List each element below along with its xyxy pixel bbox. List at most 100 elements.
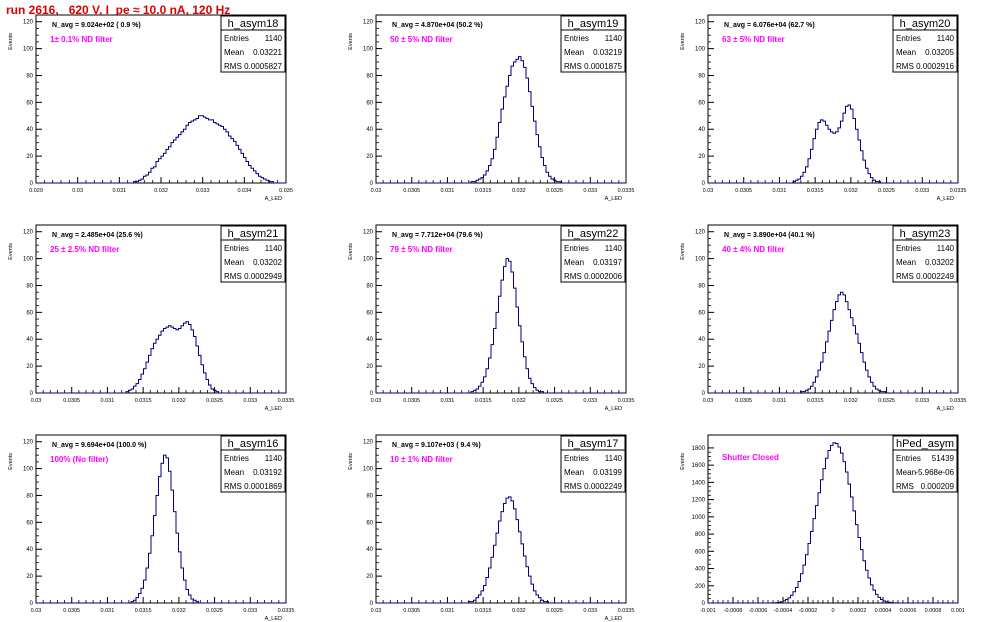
y-tick-label: 80 xyxy=(366,493,373,499)
y-tick-label: 1400 xyxy=(692,480,706,486)
x-tick-label: 0.0325 xyxy=(546,608,563,614)
y-tick-label: 0 xyxy=(702,391,706,397)
filter-note: 63 ± 5% ND filter xyxy=(722,35,785,44)
y-tick-label: 0 xyxy=(370,181,374,187)
y-axis-title: Events xyxy=(8,243,14,260)
y-tick-label: 120 xyxy=(695,20,706,26)
histogram-panel-hPed_asym: 0 200 400 600 800 1000 1200 1400 1600 1800 -0.001 -… xyxy=(680,434,965,614)
stats-rms-label: RMS xyxy=(224,482,242,491)
stats-rms-label: RMS xyxy=(564,62,582,71)
x-tick-label: 0.03 xyxy=(371,608,382,614)
y-tick-label: 100 xyxy=(23,257,34,263)
x-tick-label: 0.0004 xyxy=(875,608,892,614)
stats-rms-value: 0.0002006 xyxy=(584,272,622,281)
x-axis-title: A_LED xyxy=(937,196,954,202)
y-tick-label: 60 xyxy=(366,310,373,316)
x-tick-label: 0.033 xyxy=(583,398,597,404)
stats-box xyxy=(892,435,958,493)
stats-rms-value: 0.0005827 xyxy=(244,62,282,71)
x-tick-label: -0.0002 xyxy=(799,608,818,614)
x-tick-label: 0.032 xyxy=(512,188,526,194)
x-tick-label: 0.0325 xyxy=(878,398,895,404)
stats-mean-label: Mean xyxy=(224,468,244,477)
stats-box xyxy=(220,225,286,283)
x-tick-label: 0.032 xyxy=(512,608,526,614)
y-axis-title: Events xyxy=(8,33,14,50)
x-tick-label: 0.033 xyxy=(915,398,929,404)
y-tick-label: 20 xyxy=(366,154,373,160)
navg-label: N_avg = 9.694e+04 (100.0 %) xyxy=(52,442,147,449)
stats-box xyxy=(220,435,286,493)
x-tick-label: 0.0305 xyxy=(63,608,80,614)
y-tick-label: 0 xyxy=(370,391,374,397)
stats-mean-label: Mean xyxy=(564,258,584,267)
histogram-line xyxy=(708,442,958,604)
histogram-panel-h_asym17: 0 20 40 60 80 100 120 0.03 0.0305 0.031 0.0315 0.03… xyxy=(348,434,634,622)
x-tick-label: 0.0002 xyxy=(850,608,867,614)
histogram-name: h_asym21 xyxy=(228,228,279,240)
stats-rms-value: 0.000209 xyxy=(921,482,955,491)
x-tick-label: -0.0006 xyxy=(749,608,768,614)
stats-box xyxy=(892,225,958,283)
x-tick-label: 0.032 xyxy=(154,188,168,194)
x-tick-label: 0.034 xyxy=(237,188,251,194)
x-tick-label: 0.03 xyxy=(703,398,714,404)
histogram-name: h_asym22 xyxy=(568,228,619,240)
x-tick-label: 0.0006 xyxy=(900,608,917,614)
x-tick-label: 0.0305 xyxy=(403,188,420,194)
x-tick-label: 0.032 xyxy=(172,608,186,614)
histogram-panel-h_asym19: 0 20 40 60 80 100 120 0.03 0.0305 0.031 0.0315 0.03… xyxy=(348,14,635,202)
y-tick-label: 60 xyxy=(26,310,33,316)
y-tick-label: 120 xyxy=(363,230,374,236)
x-tick-label: 0.03 xyxy=(31,398,42,404)
x-tick-label: 0.0325 xyxy=(206,398,223,404)
x-tick-label: 0.029 xyxy=(29,188,43,194)
stats-mean-label: Mean xyxy=(896,468,916,477)
histogram-line xyxy=(708,104,958,184)
stats-entries-label: Entries xyxy=(564,244,589,253)
y-tick-label: 80 xyxy=(26,493,33,499)
stats-mean-value: 0.03197 xyxy=(593,258,622,267)
y-tick-label: 120 xyxy=(695,230,706,236)
histogram-name: h_asym20 xyxy=(900,18,951,30)
y-tick-label: 0 xyxy=(702,181,706,187)
y-tick-label: 20 xyxy=(366,574,373,580)
filter-note: Shutter Closed xyxy=(722,453,779,462)
y-tick-label: 100 xyxy=(695,47,706,53)
y-tick-label: 40 xyxy=(26,127,33,133)
y-axis-title: Events xyxy=(680,243,686,260)
x-tick-label: 0.0335 xyxy=(618,188,635,194)
x-tick-label: -0.0008 xyxy=(724,608,743,614)
x-tick-label: 0.03 xyxy=(72,188,83,194)
x-tick-label: 0.03 xyxy=(371,398,382,404)
x-tick-label: 0.0315 xyxy=(475,608,492,614)
histogram-panel-h_asym18: 0 20 40 60 80 100 120 0.029 0.03 0.031 0.032 0.033 0… xyxy=(8,14,293,202)
stats-entries-value: 1140 xyxy=(937,34,955,43)
y-tick-label: 40 xyxy=(366,337,373,343)
stats-mean-label: Mean xyxy=(224,48,244,57)
x-tick-label: 0.0305 xyxy=(403,608,420,614)
y-tick-label: 100 xyxy=(23,47,34,53)
stats-rms-label: RMS xyxy=(896,482,914,491)
stats-mean-value: 0.03202 xyxy=(253,258,282,267)
y-tick-label: 20 xyxy=(366,364,373,370)
x-tick-label: 0.0325 xyxy=(546,188,563,194)
x-tick-label: 0.031 xyxy=(441,608,455,614)
x-tick-label: 0.032 xyxy=(844,398,858,404)
x-tick-label: 0.0325 xyxy=(546,398,563,404)
histogram-name: h_asym18 xyxy=(228,18,279,30)
x-tick-label: 0.033 xyxy=(196,188,210,194)
x-tick-label: 0.0315 xyxy=(807,188,824,194)
stats-rms-value: 0.0002249 xyxy=(584,482,622,491)
x-tick-label: 0.0315 xyxy=(135,398,152,404)
stats-entries-value: 1140 xyxy=(605,454,623,463)
histogram-name: h_asym16 xyxy=(228,438,279,450)
x-tick-label: 0.032 xyxy=(172,398,186,404)
stats-entries-label: Entries xyxy=(224,244,249,253)
y-tick-label: 120 xyxy=(363,440,374,446)
navg-label: N_avg = 3.890e+04 (40.1 %) xyxy=(724,232,815,239)
stats-mean-label: Mean xyxy=(896,258,916,267)
x-tick-label: -0.001 xyxy=(700,608,716,614)
stats-entries-value: 1140 xyxy=(265,454,283,463)
y-tick-label: 100 xyxy=(363,257,374,263)
